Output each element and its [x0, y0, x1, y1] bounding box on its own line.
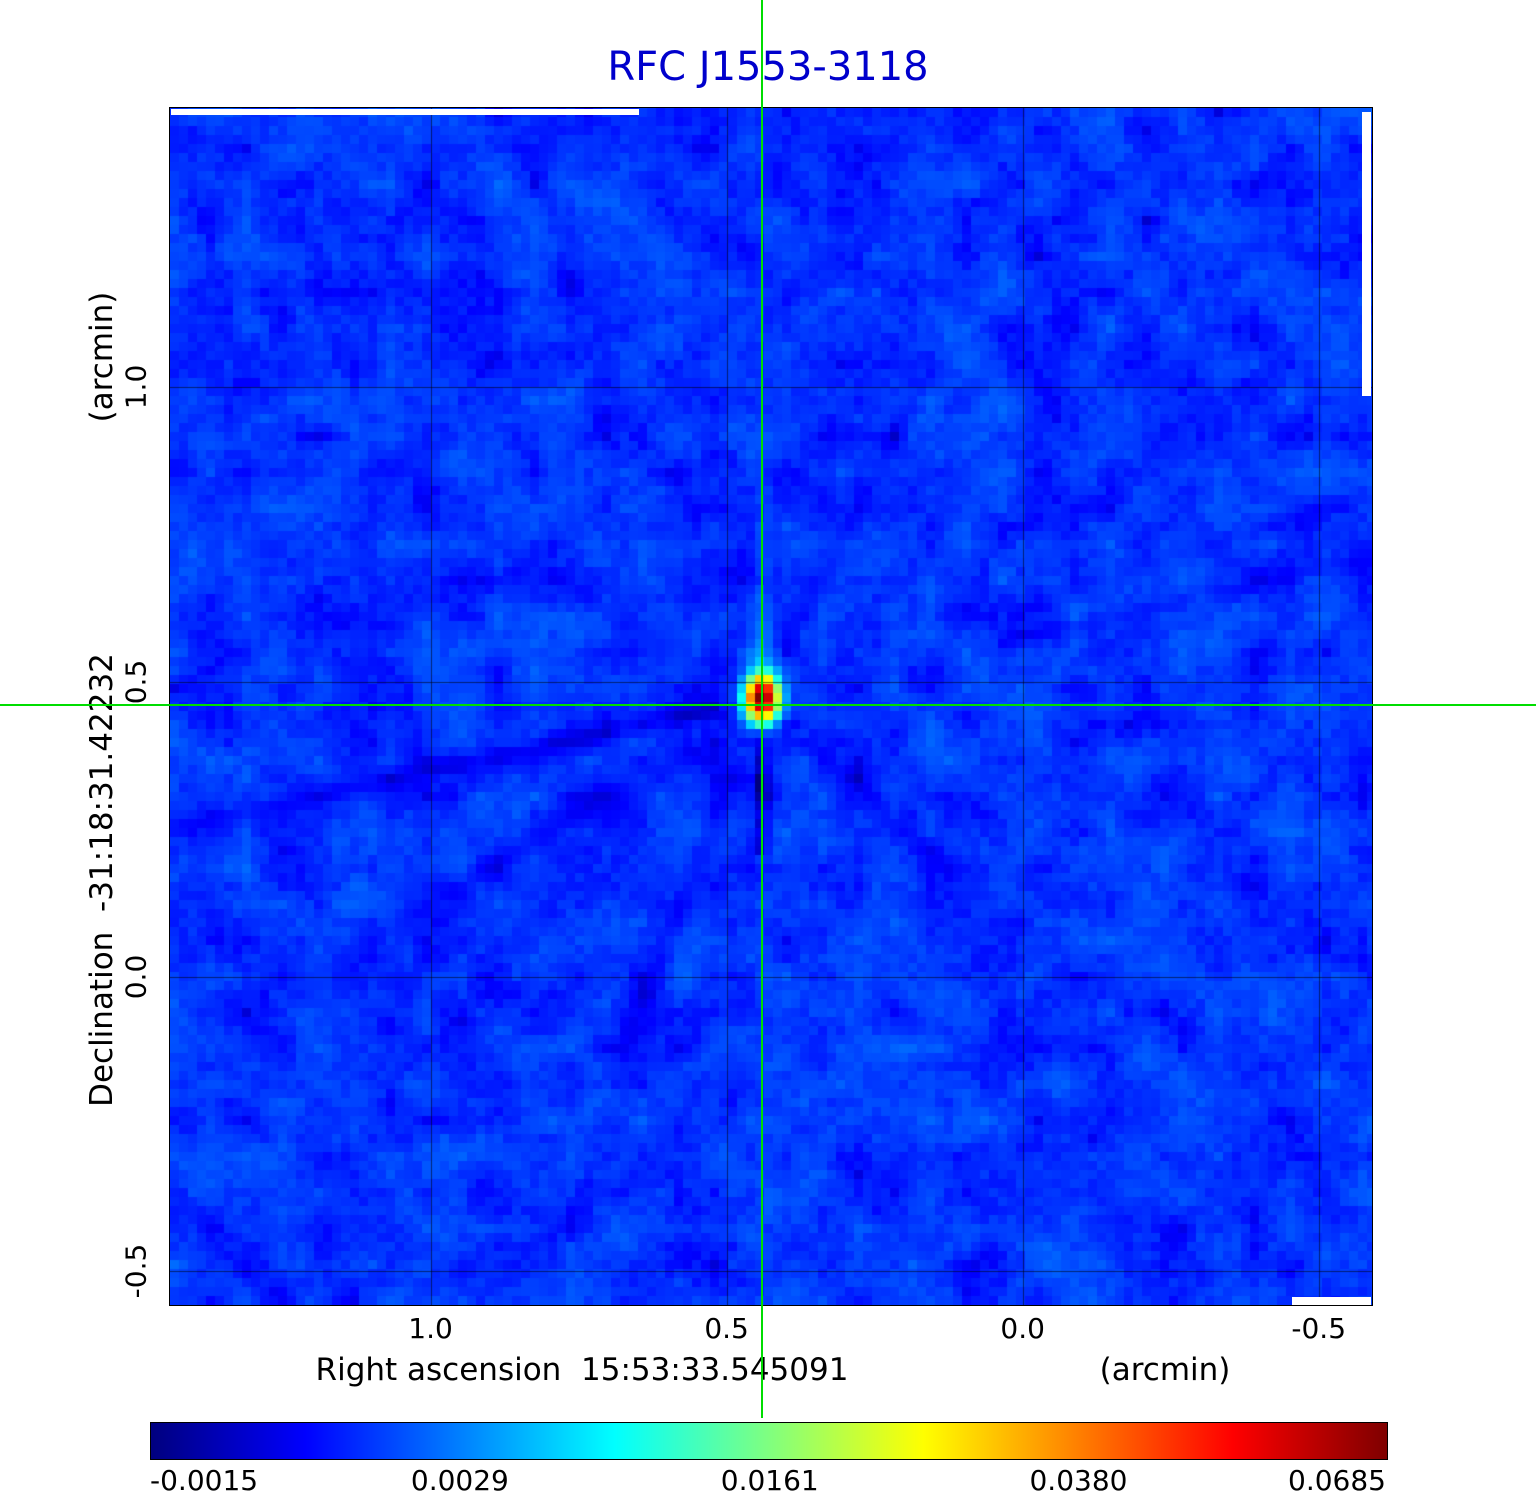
colorbar — [150, 1422, 1388, 1460]
colorbar-tick-label: 0.0380 — [1029, 1464, 1128, 1497]
x-tick-label: -0.5 — [1291, 1312, 1347, 1345]
x-tick-label: 0.0 — [1000, 1312, 1045, 1345]
colorbar-tick-label: -0.0015 — [150, 1464, 259, 1497]
y-tick-label: 0.5 — [119, 659, 153, 704]
x-tick-label: 0.5 — [704, 1312, 749, 1345]
y-axis-label: Declination -31:18:31.42232 — [84, 653, 120, 1107]
x-tick-label: 1.0 — [408, 1312, 453, 1345]
blank-edge-bottom-right — [1292, 1297, 1371, 1305]
crosshair-vertical — [761, 0, 764, 1418]
y-axis-unit-label: (arcmin) — [84, 291, 120, 423]
crosshair-horizontal — [0, 704, 1536, 707]
colorbar-tick-label: 0.0685 — [1288, 1464, 1386, 1497]
blank-edge-right — [1362, 112, 1371, 396]
colorbar-tick-label: 0.0161 — [720, 1464, 819, 1497]
y-tick-label: -0.5 — [119, 1244, 153, 1299]
colorbar-tick-label: 0.0029 — [410, 1464, 509, 1497]
x-axis-unit-label: (arcmin) — [1099, 1352, 1231, 1388]
y-tick-label: 1.0 — [119, 364, 153, 410]
blank-edge-top — [171, 109, 639, 115]
plot-area — [169, 107, 1373, 1306]
plot-title: RFC J1553-3118 — [607, 44, 929, 90]
x-axis-label: Right ascension 15:53:33.545091 — [315, 1352, 849, 1388]
y-tick-label: 0.0 — [119, 954, 153, 999]
heatmap-image — [170, 108, 1372, 1305]
